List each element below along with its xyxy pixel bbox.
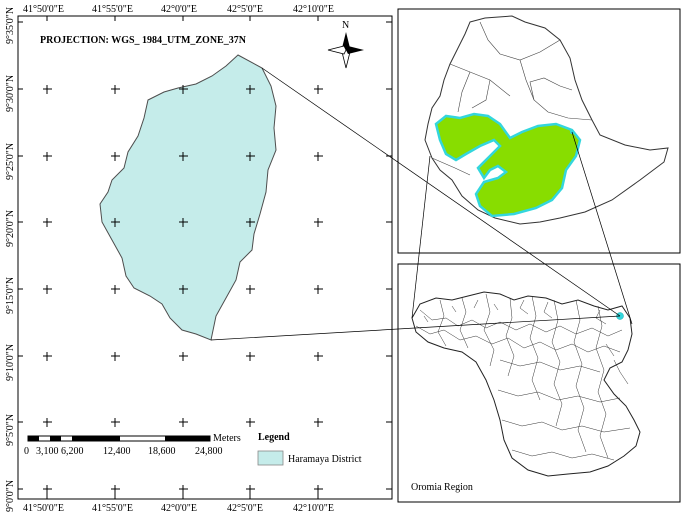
- left-tick-label: 9°0'0"N: [5, 480, 16, 512]
- ethiopia-inset: [397, 8, 681, 254]
- legend-item-label: Haramaya District: [288, 454, 362, 465]
- top-axis: 41°50'0"E 41°55'0"E 42°0'0"E 42°5'0"E 42…: [23, 4, 334, 21]
- oromia-region-label: Oromia Region: [411, 482, 473, 493]
- left-tick-label: 9°35'0"N: [5, 7, 16, 44]
- scale-label: 18,600: [148, 446, 176, 457]
- bottom-tick-label: 41°50'0"E: [23, 503, 64, 514]
- left-axis: 9°35'0"N 9°30'0"N 9°25'0"N 9°20'0"N 9°15…: [5, 7, 392, 512]
- scale-bar: Meters 0 3,100 6,200 12,400 18,600 24,80…: [24, 433, 241, 457]
- left-tick-label: 9°20'0"N: [5, 210, 16, 247]
- ethiopia-internal-boundaries: [431, 21, 593, 176]
- oromia-inset: Oromia Region: [397, 263, 681, 503]
- graticule-crosses: [43, 85, 323, 494]
- scale-label: 6,200: [61, 446, 84, 457]
- legend-swatch: [257, 450, 284, 466]
- legend-title: Legend: [258, 432, 290, 443]
- scale-label: 12,400: [103, 446, 131, 457]
- bottom-tick-label: 42°0'0"E: [161, 503, 197, 514]
- bottom-tick-label: 42°5'0"E: [227, 503, 263, 514]
- scale-unit: Meters: [213, 433, 241, 444]
- woreda-boundaries: [415, 293, 631, 461]
- top-tick-label: 41°50'0"E: [23, 4, 64, 15]
- north-label: N: [342, 20, 349, 31]
- left-tick-label: 9°15'0"N: [5, 277, 16, 314]
- scale-label: 3,100: [36, 446, 59, 457]
- left-tick-label: 9°10'0"N: [5, 344, 16, 381]
- top-tick-label: 42°10'0"E: [293, 4, 334, 15]
- oromia-highlight-polygon: [434, 112, 582, 218]
- left-tick-label: 9°25'0"N: [5, 143, 16, 180]
- north-arrow-icon: N: [327, 20, 364, 69]
- scale-label: 24,800: [195, 446, 223, 457]
- bottom-tick-label: 42°10'0"E: [293, 503, 334, 514]
- main-map: 41°50'0"E 41°55'0"E 42°0'0"E 42°5'0"E 42…: [5, 4, 393, 514]
- bottom-axis: 41°50'0"E 41°55'0"E 42°0'0"E 42°5'0"E 42…: [23, 494, 334, 514]
- scale-label: 0: [24, 446, 29, 457]
- left-tick-label: 9°5'0"N: [5, 414, 16, 446]
- top-tick-label: 42°0'0"E: [161, 4, 197, 15]
- left-tick-label: 9°30'0"N: [5, 75, 16, 112]
- legend: Legend Haramaya District: [257, 432, 362, 466]
- connector-lines: [210, 67, 633, 341]
- top-tick-label: 41°55'0"E: [92, 4, 133, 15]
- haramaya-district-polygon: [99, 54, 277, 341]
- projection-label: PROJECTION: WGS_ 1984_UTM_ZONE_37N: [40, 35, 247, 46]
- bottom-tick-label: 41°55'0"E: [92, 503, 133, 514]
- top-tick-label: 42°5'0"E: [227, 4, 263, 15]
